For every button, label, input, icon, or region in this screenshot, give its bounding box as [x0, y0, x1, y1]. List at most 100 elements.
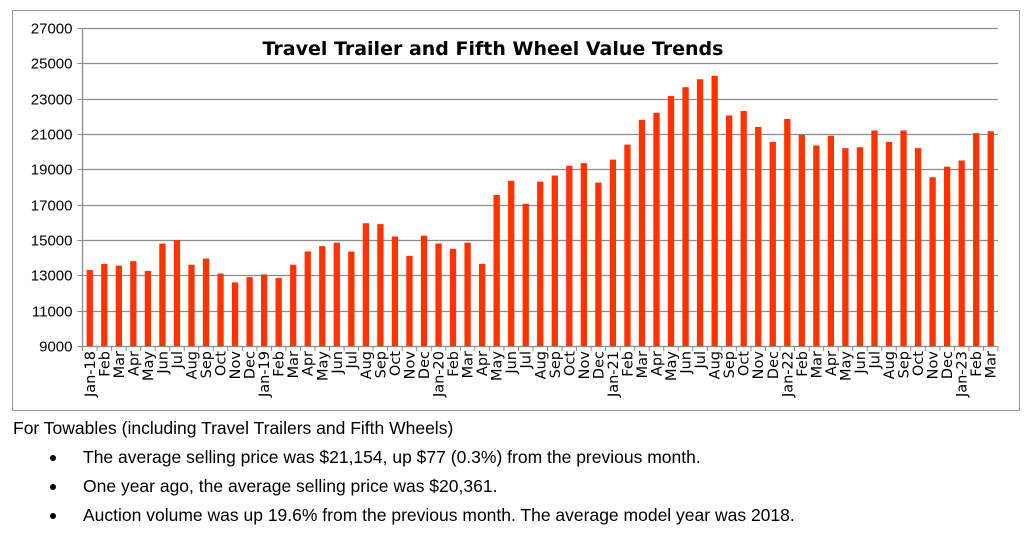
x-tick-label: Apr — [126, 351, 142, 376]
x-tick-label: Aug — [708, 351, 724, 379]
y-tick-label: 13000 — [31, 268, 73, 285]
bar — [319, 246, 326, 346]
x-tick-label: Mar — [112, 351, 128, 378]
bar — [580, 163, 587, 346]
x-tick-label: May — [664, 351, 680, 381]
x-tick-label: May — [838, 351, 854, 381]
bar — [653, 112, 660, 346]
bar — [420, 235, 428, 346]
bullet-icon — [50, 484, 56, 490]
bar — [682, 87, 689, 346]
x-tick-label: Dec — [417, 351, 433, 379]
bar — [726, 115, 733, 346]
x-tick-label: Feb — [795, 351, 811, 377]
bar — [958, 160, 965, 346]
x-tick-label: Jul — [519, 351, 535, 370]
chart-border — [12, 10, 1020, 411]
bar — [885, 141, 893, 346]
x-tick-label: Jun — [853, 351, 869, 375]
x-tick-label: Jul — [344, 351, 360, 370]
x-tick-label: Jan-23 — [955, 351, 971, 398]
x-tick-label: Nov — [926, 351, 942, 380]
bar — [566, 165, 573, 346]
x-tick-label: May — [315, 351, 331, 381]
y-tick-label: 19000 — [31, 162, 73, 179]
bar — [173, 240, 181, 346]
bar — [130, 261, 137, 346]
x-tick-label: Dec — [940, 351, 956, 379]
x-tick-label: Sep — [373, 351, 389, 378]
x-tick-label: Jan-18 — [83, 351, 99, 398]
x-tick-label: Feb — [97, 351, 113, 377]
bar — [711, 75, 718, 346]
bar — [246, 277, 253, 346]
x-tick-label: Sep — [897, 351, 913, 378]
y-tick-label: 27000 — [31, 21, 73, 38]
x-tick-label: Aug — [882, 351, 898, 379]
bar — [290, 264, 297, 346]
bullet-icon — [50, 513, 56, 519]
x-tick-label: Nov — [751, 351, 767, 380]
x-tick-label: Oct — [911, 351, 927, 376]
bar — [202, 258, 210, 346]
x-tick-label: May — [490, 351, 506, 381]
bar — [478, 263, 486, 346]
bar — [638, 119, 646, 346]
x-tick-label: Jan-22 — [780, 351, 796, 398]
bar — [508, 180, 515, 346]
x-tick-label: Dec — [766, 351, 782, 379]
bar — [973, 133, 980, 346]
bar — [231, 282, 239, 346]
bullet-text: One year ago, the average selling price … — [83, 476, 498, 496]
x-tick-label: Dec — [591, 351, 607, 379]
bar — [784, 118, 791, 346]
bar — [275, 277, 282, 346]
bar — [755, 126, 762, 346]
bar — [449, 248, 457, 346]
x-tick-label: Feb — [272, 351, 288, 377]
x-tick-label: Oct — [214, 351, 230, 376]
bar — [537, 181, 544, 346]
bar — [595, 182, 602, 346]
x-tick-label: Sep — [722, 351, 738, 378]
x-tick-label: Nov — [228, 351, 244, 380]
x-tick-label: Jun — [504, 351, 520, 375]
x-tick-label: Nov — [577, 351, 593, 380]
x-tick-label: Aug — [359, 351, 375, 379]
x-tick-label: Jun — [155, 351, 171, 375]
bar — [609, 159, 617, 346]
x-tick-label: Mar — [809, 351, 825, 378]
bar — [827, 135, 835, 346]
bar — [798, 134, 805, 346]
x-tick-label: Feb — [446, 351, 462, 377]
bar — [871, 130, 878, 346]
y-tick-label: 11000 — [32, 304, 73, 321]
x-tick-label: Oct — [737, 351, 753, 376]
x-tick-label: Aug — [533, 351, 549, 379]
bar — [159, 243, 166, 346]
summary-notes: For Towables (including Travel Trailers … — [13, 418, 795, 530]
y-tick-label: 9000 — [39, 339, 72, 356]
bar — [377, 224, 384, 346]
bar — [987, 131, 994, 346]
x-tick-label: Sep — [199, 351, 215, 378]
bar — [740, 111, 747, 347]
bar — [86, 270, 93, 346]
x-tick-label: Apr — [475, 351, 491, 376]
bullet-item: One year ago, the average selling price … — [13, 472, 795, 501]
x-tick-label: Apr — [650, 351, 666, 376]
bar — [217, 273, 224, 346]
x-tick-label: Aug — [184, 351, 200, 379]
x-tick-label: Jan-20 — [432, 351, 448, 398]
bar — [348, 251, 355, 346]
bar — [493, 194, 500, 346]
bar — [188, 264, 195, 346]
y-tick-label: 15000 — [31, 233, 73, 250]
x-tick-label: Jun — [679, 351, 695, 375]
x-tick-label: Apr — [824, 351, 840, 376]
bar — [696, 79, 704, 346]
bar — [101, 263, 108, 346]
bar — [769, 141, 776, 346]
x-tick-label: Sep — [548, 351, 564, 378]
bullet-item: Auction volume was up 19.6% from the pre… — [13, 501, 795, 530]
